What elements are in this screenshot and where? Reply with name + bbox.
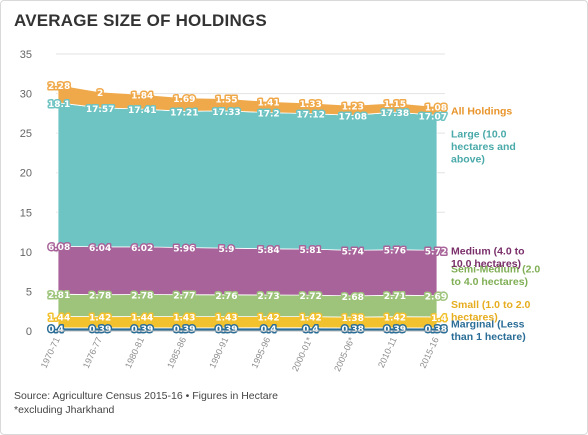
data-label-large-10-0-hectares-and-above: 17.38 <box>381 109 409 119</box>
data-label-small-1-0-to-2-0-hectares: 1.44 <box>48 313 70 323</box>
data-label-semi-medium-2-0-to-4-0-hectares: 2.71 <box>384 292 406 302</box>
data-label-semi-medium-2-0-to-4-0-hectares: 2.76 <box>215 292 237 302</box>
data-label-large-10-0-hectares-and-above: 17.12 <box>296 111 324 121</box>
y-tick-label: 25 <box>20 128 32 140</box>
area-semi-medium-2-0-to-4-0-hectares <box>57 293 438 318</box>
x-tick-label: 1985-86 <box>165 336 188 370</box>
data-label-small-1-0-to-2-0-hectares: 1.42 <box>300 314 322 324</box>
data-label-marginal-less-than-1-hectare: 0.39 <box>89 325 111 335</box>
data-label-marginal-less-than-1-hectare: 0.4 <box>303 325 319 335</box>
data-label-medium-4-0-to-10-0-hectares: 6.04 <box>89 244 111 254</box>
data-label-small-1-0-to-2-0-hectares: 1.44 <box>131 314 153 324</box>
area-series-layer <box>57 84 438 332</box>
series-label-large-10-0-hectares-and-above: Large (10.0 hectares and above) <box>451 128 516 165</box>
x-tick-label: 1990-91 <box>207 336 230 370</box>
data-label-marginal-less-than-1-hectare: 0.38 <box>342 325 364 335</box>
data-label-small-1-0-to-2-0-hectares: 1.42 <box>384 314 406 324</box>
data-label-all-holdings: 1.33 <box>300 100 322 110</box>
data-label-large-10-0-hectares-and-above: 17.57 <box>86 105 114 115</box>
data-label-semi-medium-2-0-to-4-0-hectares: 2.77 <box>173 292 195 302</box>
data-label-medium-4-0-to-10-0-hectares: 5.76 <box>384 247 406 257</box>
data-label-semi-medium-2-0-to-4-0-hectares: 2.68 <box>342 293 364 303</box>
data-label-small-1-0-to-2-0-hectares: 1.43 <box>173 314 195 324</box>
y-tick-label: 30 <box>20 89 32 101</box>
data-label-large-10-0-hectares-and-above: 18.1 <box>48 100 70 110</box>
data-label-large-10-0-hectares-and-above: 17.07 <box>419 112 447 122</box>
data-label-medium-4-0-to-10-0-hectares: 6.02 <box>131 244 153 254</box>
data-label-marginal-less-than-1-hectare: 0.4 <box>48 325 64 335</box>
data-label-medium-4-0-to-10-0-hectares: 5.81 <box>300 246 322 256</box>
y-tick-label: 35 <box>20 49 32 61</box>
data-label-semi-medium-2-0-to-4-0-hectares: 2.73 <box>257 292 279 302</box>
data-label-large-10-0-hectares-and-above: 17.33 <box>212 108 240 118</box>
chart-title: AVERAGE SIZE OF HOLDINGS <box>14 11 267 30</box>
data-label-small-1-0-to-2-0-hectares: 1.4 <box>431 314 447 324</box>
data-label-marginal-less-than-1-hectare: 0.38 <box>425 325 447 335</box>
data-label-small-1-0-to-2-0-hectares: 1.43 <box>215 314 237 324</box>
area-large-10-0-hectares-and-above <box>57 102 438 251</box>
footnote-text: *excluding Jharkhand <box>14 404 115 416</box>
data-label-all-holdings: 1.84 <box>131 92 153 102</box>
data-label-all-holdings: 2 <box>97 89 103 99</box>
data-label-all-holdings: 1.69 <box>173 95 195 105</box>
data-label-large-10-0-hectares-and-above: 17.2 <box>257 110 279 120</box>
y-tick-label: 0 <box>26 326 32 338</box>
data-label-small-1-0-to-2-0-hectares: 1.42 <box>257 314 279 324</box>
data-label-marginal-less-than-1-hectare: 0.4 <box>261 325 277 335</box>
data-label-semi-medium-2-0-to-4-0-hectares: 2.78 <box>131 292 153 302</box>
data-label-semi-medium-2-0-to-4-0-hectares: 2.69 <box>425 293 447 303</box>
data-label-large-10-0-hectares-and-above: 17.08 <box>339 112 367 122</box>
data-label-marginal-less-than-1-hectare: 0.39 <box>384 325 406 335</box>
data-label-all-holdings: 1.23 <box>342 103 364 113</box>
data-label-medium-4-0-to-10-0-hectares: 5.74 <box>342 247 364 257</box>
x-tick-label: 1980-81 <box>123 336 146 370</box>
data-label-marginal-less-than-1-hectare: 0.39 <box>131 325 153 335</box>
x-tick-label: 2000-01* <box>290 335 315 373</box>
data-label-small-1-0-to-2-0-hectares: 1.42 <box>89 314 111 324</box>
data-labels-layer: 0.4 0.39 0.39 0.39 0.39 0.4 0.4 0.38 0.39 0.381.4… <box>47 80 449 336</box>
y-tick-label: 5 <box>26 286 32 298</box>
y-tick-label: 20 <box>20 168 32 180</box>
x-tick-label: 2010-11 <box>376 336 399 370</box>
data-label-semi-medium-2-0-to-4-0-hectares: 2.81 <box>48 291 70 301</box>
x-tick-label: 2005-06* <box>332 335 357 373</box>
y-tick-label: 10 <box>20 247 32 259</box>
data-label-semi-medium-2-0-to-4-0-hectares: 2.72 <box>300 292 322 302</box>
data-label-small-1-0-to-2-0-hectares: 1.38 <box>342 314 364 324</box>
data-label-medium-4-0-to-10-0-hectares: 6.08 <box>48 243 70 253</box>
area-all-holdings <box>57 84 438 116</box>
series-label-semi-medium-2-0-to-4-0-hectares: Semi-Medium (2.0 to 4.0 hectares) <box>451 264 540 289</box>
x-tick-label: 1976-77 <box>81 336 104 370</box>
data-label-all-holdings: 2.28 <box>48 82 70 92</box>
series-label-all-holdings: All Holdings <box>451 106 512 118</box>
source-note: Source: Agriculture Census 2015-16 • Fig… <box>14 389 278 417</box>
data-label-medium-4-0-to-10-0-hectares: 5.9 <box>218 245 234 255</box>
data-label-medium-4-0-to-10-0-hectares: 5.96 <box>173 245 195 255</box>
source-text: Source: Agriculture Census 2015-16 • Fig… <box>14 390 278 402</box>
series-label-small-1-0-to-2-0-hectares: Small (1.0 to 2.0 hectares) <box>451 299 531 324</box>
series-label-medium-4-0-to-10-0-hectares: Medium (4.0 to 10.0 hectares) <box>451 245 525 270</box>
data-label-all-holdings: 1.15 <box>384 100 406 110</box>
data-label-all-holdings: 1.08 <box>425 104 447 114</box>
area-small-1-0-to-2-0-hectares <box>57 315 438 329</box>
data-label-marginal-less-than-1-hectare: 0.39 <box>215 325 237 335</box>
data-label-large-10-0-hectares-and-above: 17.41 <box>128 106 156 116</box>
data-label-medium-4-0-to-10-0-hectares: 5.72 <box>425 247 447 257</box>
data-label-large-10-0-hectares-and-above: 17.21 <box>170 108 198 118</box>
y-tick-label: 15 <box>20 207 32 219</box>
data-label-marginal-less-than-1-hectare: 0.39 <box>173 325 195 335</box>
area-medium-4-0-to-10-0-hectares <box>57 245 438 297</box>
series-label-marginal-less-than-1-hectare: Marginal (Less than 1 hectare) <box>451 318 526 343</box>
data-label-all-holdings: 1.55 <box>215 96 237 106</box>
x-tick-label: 1995-96 <box>249 336 272 370</box>
data-label-semi-medium-2-0-to-4-0-hectares: 2.78 <box>89 292 111 302</box>
data-label-all-holdings: 1.41 <box>257 98 279 108</box>
x-tick-label: 1970-71 <box>39 336 62 370</box>
x-tick-label: 2015-16 <box>418 336 441 370</box>
data-label-medium-4-0-to-10-0-hectares: 5.84 <box>257 246 279 256</box>
series-labels-layer: Marginal (Less than 1 hectare)Small (1.0 … <box>451 106 540 343</box>
